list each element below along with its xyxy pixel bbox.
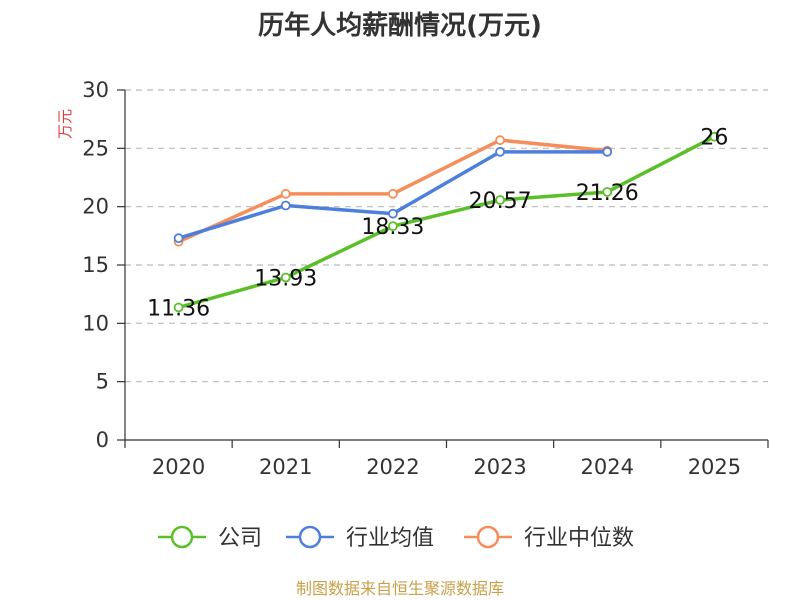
legend-label-0: 公司 xyxy=(218,526,262,551)
x-tick-label: 2023 xyxy=(473,455,526,479)
legend-marker-2 xyxy=(476,525,500,549)
data-point-0 xyxy=(388,221,398,232)
y-tick-label: 5 xyxy=(96,370,109,394)
x-tick-label: 2022 xyxy=(366,455,419,479)
data-point-0 xyxy=(709,131,720,142)
legend-marker-1 xyxy=(298,525,322,549)
grid-lines xyxy=(125,89,768,383)
data-label: 11.36 xyxy=(147,296,210,321)
data-point-1 xyxy=(280,200,291,211)
x-tick-label: 2020 xyxy=(152,455,205,479)
y-tick-label: 25 xyxy=(82,136,109,160)
data-labels: 11.36 13.93 18.33 20.57 21.26 26 xyxy=(147,126,728,322)
y-axis-label: 万元 xyxy=(56,109,74,139)
y-tick-label: 10 xyxy=(82,311,109,335)
series xyxy=(173,131,720,313)
data-point-1 xyxy=(602,146,613,157)
data-point-2 xyxy=(495,135,505,146)
y-tick-label: 15 xyxy=(82,253,109,277)
x-tick-label: 2024 xyxy=(581,455,634,479)
legend-marker-0 xyxy=(170,525,194,549)
data-point-0 xyxy=(280,272,291,283)
source-footer: 制图数据来自恒生聚源数据库 xyxy=(296,579,504,598)
data-label: 21.26 xyxy=(576,181,639,206)
chart-title: 历年人均薪酬情况(万元) xyxy=(258,10,542,41)
data-point-2 xyxy=(388,188,398,199)
x-tick-label: 2021 xyxy=(259,455,312,479)
series-line-0 xyxy=(176,134,717,310)
data-point-0 xyxy=(495,195,505,205)
data-label: 20.57 xyxy=(469,189,532,214)
data-point-1 xyxy=(388,208,398,219)
data-label: 18.33 xyxy=(361,215,424,240)
y-tick-label: 0 xyxy=(96,428,109,452)
x-tick-label: 2025 xyxy=(688,455,741,479)
y-tick-label: 20 xyxy=(82,195,109,219)
data-point-0 xyxy=(173,302,184,313)
legend-label-1: 行业均值 xyxy=(346,526,434,551)
data-point-2 xyxy=(280,188,291,199)
legend-label-2: 行业中位数 xyxy=(524,526,634,551)
data-label: 13.93 xyxy=(254,266,317,291)
data-point-1 xyxy=(173,233,184,244)
data-point-1 xyxy=(495,146,505,157)
y-tick-label: 30 xyxy=(82,78,109,102)
data-point-0 xyxy=(602,187,613,197)
data-label: 26 xyxy=(700,126,728,151)
legend: 公司 行业均值 行业中位数 xyxy=(158,525,634,551)
